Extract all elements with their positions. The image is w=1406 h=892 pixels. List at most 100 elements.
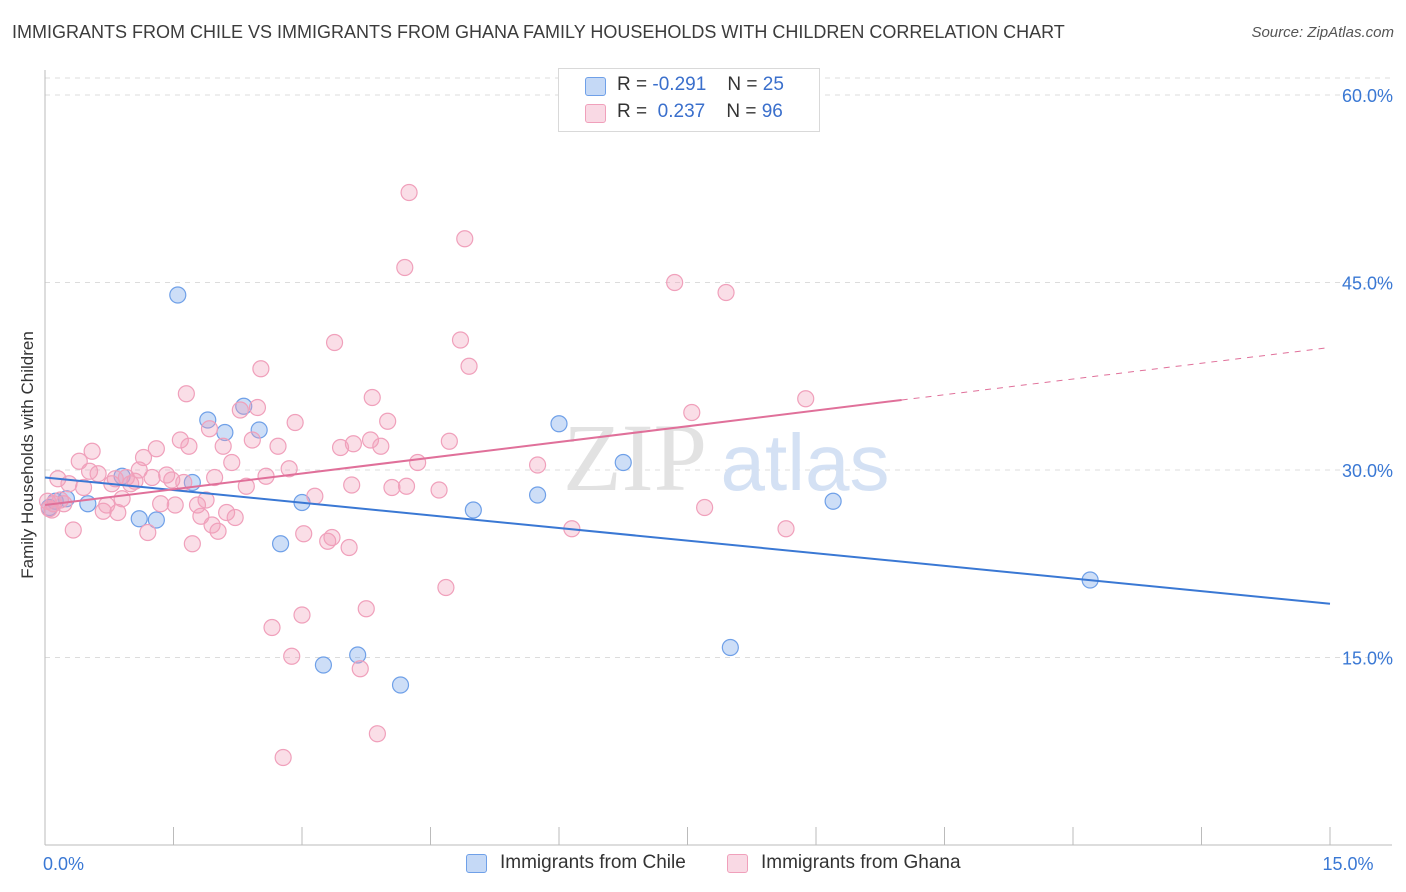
ghana-point <box>325 333 344 352</box>
ghana-point <box>64 521 82 539</box>
ghana-point <box>383 478 401 497</box>
ghana-point <box>269 437 287 455</box>
ghana-point <box>180 437 198 455</box>
ghana-point <box>203 516 221 534</box>
legend-r-value: -0.291 <box>652 74 707 95</box>
bottom-legend-swatch-ghana <box>727 854 748 873</box>
ghana-point <box>109 503 127 522</box>
ghana-point <box>274 748 292 767</box>
ghana-point <box>357 600 375 618</box>
y-axis-label: Family Households with Children <box>18 331 37 579</box>
chile-point <box>147 511 165 529</box>
tick-labels: 15.0% 30.0% 45.0% 60.0% 0.0% 15.0% <box>43 86 1393 874</box>
chile-point <box>169 286 187 304</box>
chile-point <box>271 535 290 553</box>
ghana-point <box>368 725 386 743</box>
ghana-point <box>396 258 414 277</box>
ghana-point <box>143 468 161 487</box>
grid-lines <box>45 77 1392 658</box>
legend-n-value: 25 <box>762 74 784 95</box>
ghana-point <box>89 465 107 483</box>
ghana-point <box>451 331 470 349</box>
chart-title: IMMIGRANTS FROM CHILE VS IMMIGRANTS FROM… <box>12 22 1065 42</box>
chile-point <box>528 486 547 504</box>
ghana-point <box>440 432 458 450</box>
ghana-point <box>218 503 236 522</box>
legend-r-label: R = <box>617 101 648 122</box>
ghana-point <box>372 437 390 455</box>
ghana-point <box>283 647 301 665</box>
chile-point <box>391 676 410 694</box>
x-tick-label: 15.0% <box>1322 854 1373 874</box>
legend-swatch-ghana <box>585 104 606 123</box>
ghana-point <box>430 481 448 499</box>
ghana-point <box>226 508 244 527</box>
ghana-point <box>777 520 795 538</box>
ghana-point <box>83 442 101 460</box>
ghana-point <box>60 475 78 493</box>
ghana-point <box>293 606 311 624</box>
ghana-point <box>252 360 270 378</box>
ghana-point <box>158 466 176 484</box>
chile-point <box>464 501 482 519</box>
ghana-point <box>147 440 165 458</box>
ghana-point <box>231 401 249 419</box>
y-tick-label: 45.0% <box>1342 274 1393 294</box>
ghana-point <box>263 618 281 637</box>
ghana-point <box>528 456 547 474</box>
data-points <box>38 183 1099 767</box>
ghana-point <box>361 431 380 449</box>
bottom-legend-swatch-chile <box>466 854 487 873</box>
chile-point <box>614 453 632 472</box>
ghana-point <box>166 496 184 514</box>
y-tick-label: 60.0% <box>1342 86 1393 106</box>
ghana-point <box>197 491 215 509</box>
legend-r-label: R = <box>617 74 648 95</box>
ghana-point <box>177 385 195 403</box>
ghana-point <box>200 420 219 438</box>
ghana-point <box>379 412 397 430</box>
ghana-point <box>70 452 88 470</box>
legend-n-label: N = <box>726 101 757 122</box>
x-tick-label: 0.0% <box>43 854 84 874</box>
chile-trend-line <box>44 476 1331 605</box>
ghana-point <box>331 438 350 457</box>
legend-n-value: 96 <box>761 101 783 122</box>
y-tick-label: 15.0% <box>1342 649 1393 669</box>
ghana-point <box>437 578 455 597</box>
ghana-point <box>139 523 157 542</box>
ghana-point <box>286 413 304 432</box>
ghana-point <box>183 535 201 553</box>
ghana-point <box>306 487 324 505</box>
ghana-point <box>188 496 207 514</box>
legend-row-ghana: R = 0.237 N = 96 <box>559 101 819 127</box>
ghana-point <box>51 491 70 509</box>
ghana-point <box>134 448 153 467</box>
legend-row-chile: R = -0.291 N = 25 <box>559 74 819 100</box>
ghana-point <box>409 453 427 472</box>
y-tick-label: 30.0% <box>1342 461 1393 481</box>
ghana-trend-extension <box>901 347 1331 401</box>
ghana-point <box>280 460 298 478</box>
ghana-point <box>74 478 93 497</box>
ghana-point <box>696 498 714 517</box>
chile-point <box>824 492 842 510</box>
ghana-point <box>343 476 361 494</box>
ghana-point <box>400 183 418 202</box>
watermark-zip: ZIP <box>563 404 707 511</box>
chile-point <box>130 510 148 528</box>
source-label: Source: ZipAtlas.com <box>1251 24 1394 41</box>
ghana-point <box>113 490 131 508</box>
ghana-trend-line <box>44 399 902 506</box>
bottom-legend-label-ghana: Immigrants from Ghana <box>761 852 961 873</box>
ghana-point <box>717 283 735 302</box>
chile-point <box>314 656 333 674</box>
ghana-point <box>214 437 232 455</box>
chile-point <box>250 421 268 439</box>
ghana-point <box>171 431 189 449</box>
ghana-point <box>243 431 261 449</box>
legend: R = -0.291 N = 25 R = 0.237 N = 96 <box>558 68 820 132</box>
chile-point <box>550 415 568 433</box>
ghana-point <box>683 403 701 422</box>
